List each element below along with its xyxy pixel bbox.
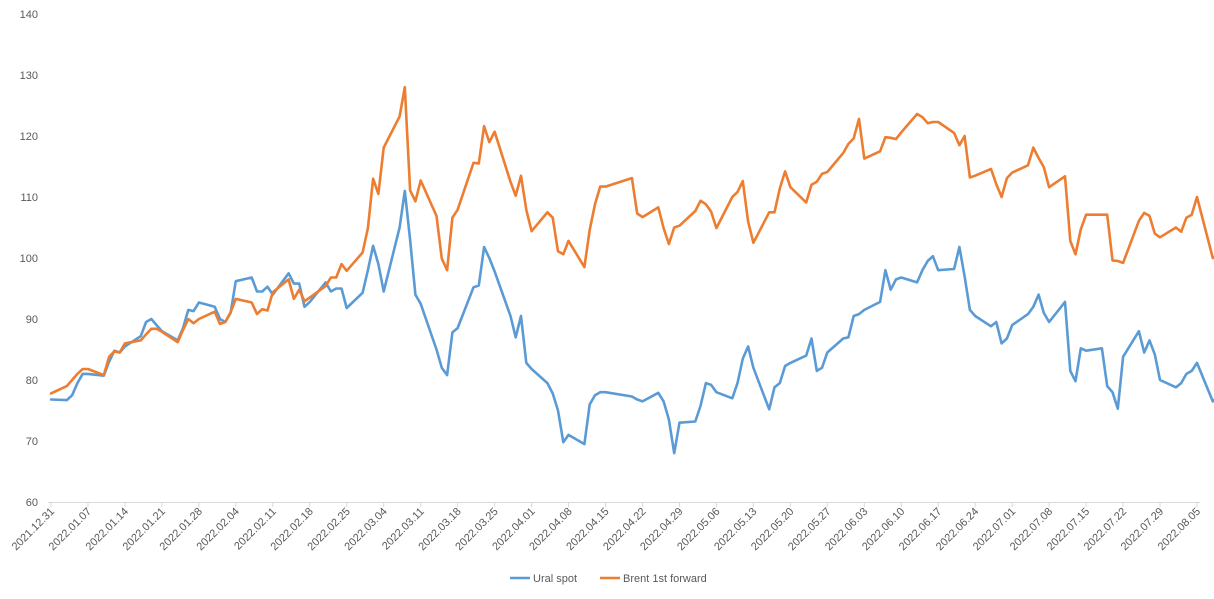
series-line-brent-1st-forward	[49, 85, 1214, 395]
y-tick-label: 120	[20, 131, 38, 143]
y-tick-label: 90	[26, 314, 38, 326]
y-tick-label: 70	[26, 436, 38, 448]
y-tick-label: 60	[26, 497, 38, 509]
x-axis: 2021.12.312022.01.072022.01.142022.01.21…	[10, 502, 1203, 553]
legend-label: Ural spot	[533, 573, 577, 585]
legend-label: Brent 1st forward	[623, 573, 707, 585]
y-tick-label: 110	[20, 192, 38, 204]
y-tick-label: 100	[20, 253, 38, 265]
y-tick-label: 140	[20, 9, 38, 21]
y-axis: 60 70 80 90 100 110 120 130 140	[20, 9, 38, 509]
y-tick-label: 80	[26, 375, 38, 387]
y-tick-label: 130	[20, 70, 38, 82]
series-line-ural-spot	[49, 189, 1214, 455]
legend: Ural spot Brent 1st forward	[510, 573, 707, 585]
series-layer	[49, 85, 1214, 455]
